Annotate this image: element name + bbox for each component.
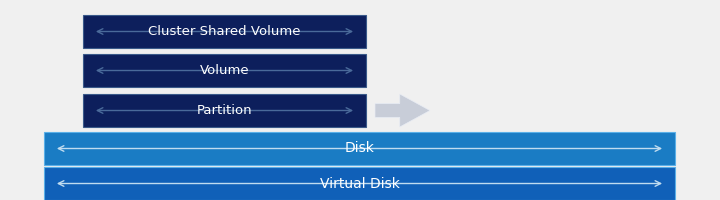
Text: Volume: Volume — [199, 64, 249, 77]
Bar — [83, 54, 366, 87]
Text: Virtual Disk: Virtual Disk — [320, 176, 400, 190]
Bar — [83, 94, 366, 127]
Polygon shape — [375, 94, 430, 127]
Bar — [83, 15, 366, 48]
Bar — [44, 167, 675, 200]
Text: Disk: Disk — [345, 142, 374, 156]
Text: Cluster Shared Volume: Cluster Shared Volume — [148, 25, 301, 38]
Bar — [44, 132, 675, 165]
Text: Partition: Partition — [197, 104, 252, 117]
